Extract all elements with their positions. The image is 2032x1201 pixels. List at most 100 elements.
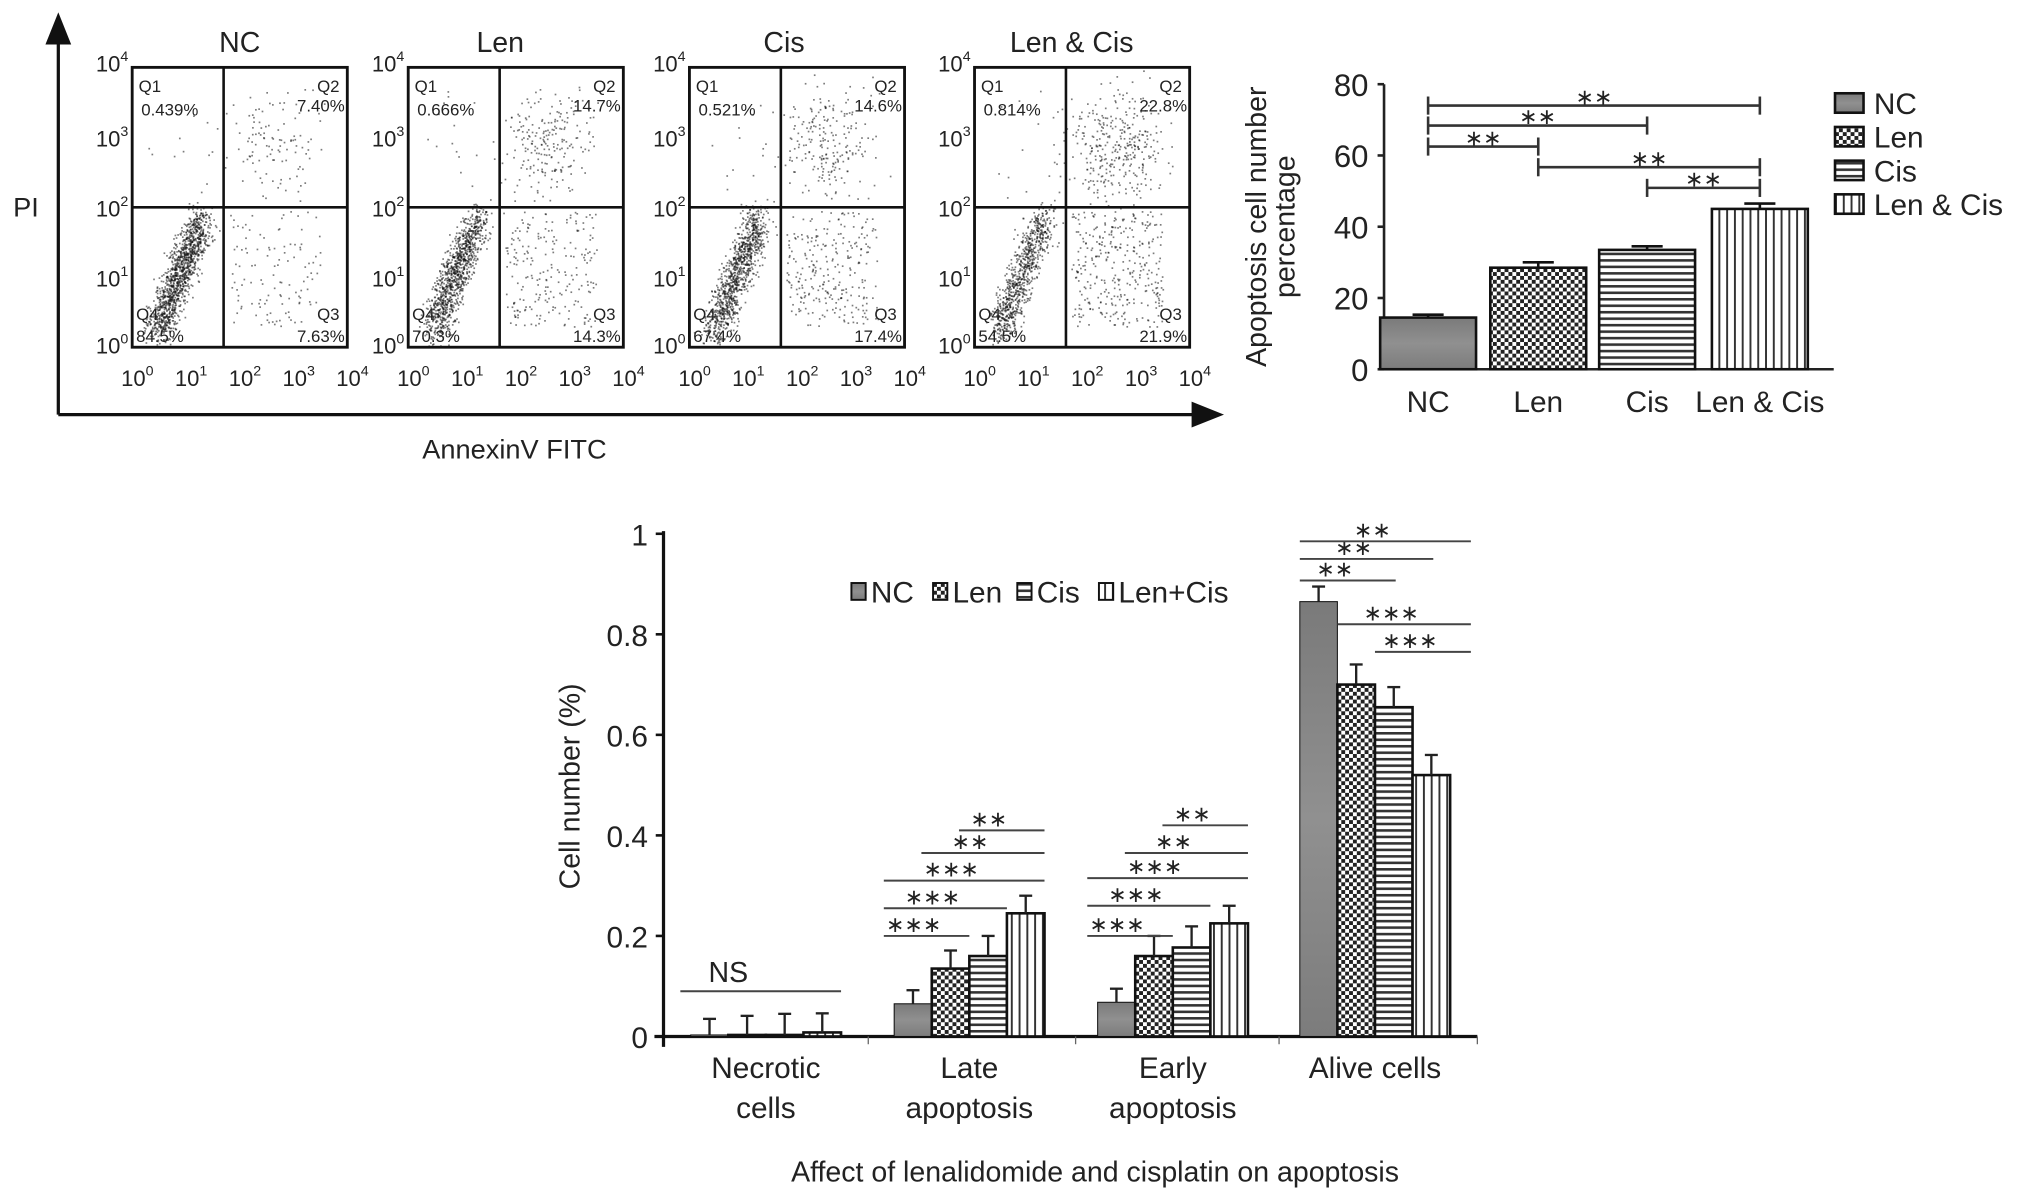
- scatter-point: [158, 321, 161, 323]
- scatter-point: [434, 333, 437, 336]
- scatter-point: [196, 222, 199, 224]
- x-tick-label: 104: [612, 364, 645, 391]
- scatter-point: [171, 276, 174, 279]
- scatter-point: [277, 186, 280, 189]
- scatter-point: [1019, 309, 1022, 311]
- scatter-point: [452, 286, 454, 289]
- scatter-point: [454, 319, 457, 322]
- scatter-point: [787, 274, 790, 276]
- scatter-point: [168, 278, 170, 280]
- scatter-point: [755, 227, 757, 230]
- scatter-point: [422, 303, 425, 306]
- scatter-point: [457, 253, 460, 255]
- scatter-point: [189, 218, 192, 220]
- scatter-point: [1003, 309, 1006, 312]
- scatter-point: [514, 316, 517, 318]
- scatter-point: [181, 287, 184, 290]
- scatter-point: [150, 331, 153, 334]
- scatter-point: [467, 255, 470, 258]
- scatter-point: [723, 316, 725, 318]
- scatter-point: [537, 232, 540, 235]
- scatter-point: [750, 257, 753, 259]
- scatter-point: [724, 295, 727, 298]
- scatter-point: [996, 306, 999, 308]
- scatter-point: [729, 292, 732, 295]
- scatter-point: [750, 263, 753, 266]
- scatter-point: [719, 338, 722, 341]
- scatter-point: [451, 259, 454, 261]
- scatter-point: [827, 140, 829, 142]
- scatter-point: [193, 231, 196, 234]
- scatter-point: [807, 241, 809, 244]
- scatter-point: [283, 102, 286, 104]
- scatter-point: [766, 198, 769, 201]
- scatter-point: [263, 132, 266, 135]
- scatter-point: [739, 289, 742, 291]
- scatter-point: [843, 125, 846, 128]
- scatter-point: [278, 139, 281, 141]
- scatter-point: [720, 321, 723, 323]
- scatter-point: [299, 134, 302, 137]
- scatter-point: [194, 223, 197, 226]
- scatter-point: [750, 258, 753, 260]
- scatter-point: [422, 310, 424, 313]
- scatter-point: [173, 155, 176, 158]
- scatter-point: [456, 271, 459, 273]
- scatter-point: [1029, 281, 1032, 284]
- scatter-point: [544, 299, 547, 302]
- scatter-point: [584, 317, 587, 319]
- scatter-point: [269, 312, 272, 315]
- scatter-point: [192, 261, 194, 264]
- scatter-point: [724, 255, 727, 257]
- scatter-point: [578, 288, 580, 291]
- scatter-point: [179, 258, 181, 260]
- scatter-point: [847, 257, 849, 259]
- scatter-point: [818, 318, 821, 320]
- scatter-point: [1049, 231, 1051, 233]
- scatter-point: [470, 259, 472, 262]
- scatter-point: [464, 278, 467, 281]
- scatter-point: [171, 312, 174, 314]
- scatter-point: [849, 274, 852, 277]
- scatter-point: [725, 275, 728, 278]
- scatter-point: [749, 257, 751, 259]
- scatter-point: [852, 226, 855, 228]
- scatter-point: [749, 248, 751, 251]
- scatter-point: [465, 226, 467, 229]
- scatter-point: [757, 228, 760, 231]
- scatter-point: [249, 96, 252, 99]
- scatter-point: [1056, 245, 1059, 248]
- scatter-point: [442, 258, 444, 260]
- scatter-point: [833, 169, 836, 172]
- scatter-point: [574, 300, 577, 302]
- scatter-point: [1011, 320, 1014, 323]
- scatter-point: [501, 162, 504, 165]
- scatter-point: [433, 318, 436, 320]
- scatter-point: [204, 242, 206, 245]
- scatter-point: [173, 258, 176, 260]
- scatter-point: [730, 281, 733, 284]
- scatter-point: [175, 265, 178, 268]
- scatter-point: [736, 325, 739, 327]
- scatter-point: [173, 288, 176, 290]
- scatter-point: [178, 250, 180, 253]
- scatter-point: [468, 241, 471, 244]
- scatter-point: [733, 267, 735, 270]
- scatter-point: [179, 270, 181, 272]
- scatter-point: [185, 285, 187, 287]
- scatter-point: [1024, 241, 1027, 243]
- scatter-point: [169, 270, 172, 272]
- scatter-point: [997, 302, 1000, 305]
- scatter-point: [1024, 268, 1027, 271]
- scatter-point: [714, 314, 717, 316]
- scatter-point: [720, 336, 722, 338]
- scatter-point: [749, 242, 751, 245]
- scatter-point: [190, 241, 192, 244]
- scatter-point: [851, 247, 853, 249]
- scatter-point: [715, 284, 718, 287]
- scatter-point: [293, 135, 296, 138]
- scatter-point: [564, 274, 567, 276]
- scatter-point: [775, 226, 777, 228]
- scatter-point: [505, 119, 507, 122]
- scatter-point: [530, 106, 532, 109]
